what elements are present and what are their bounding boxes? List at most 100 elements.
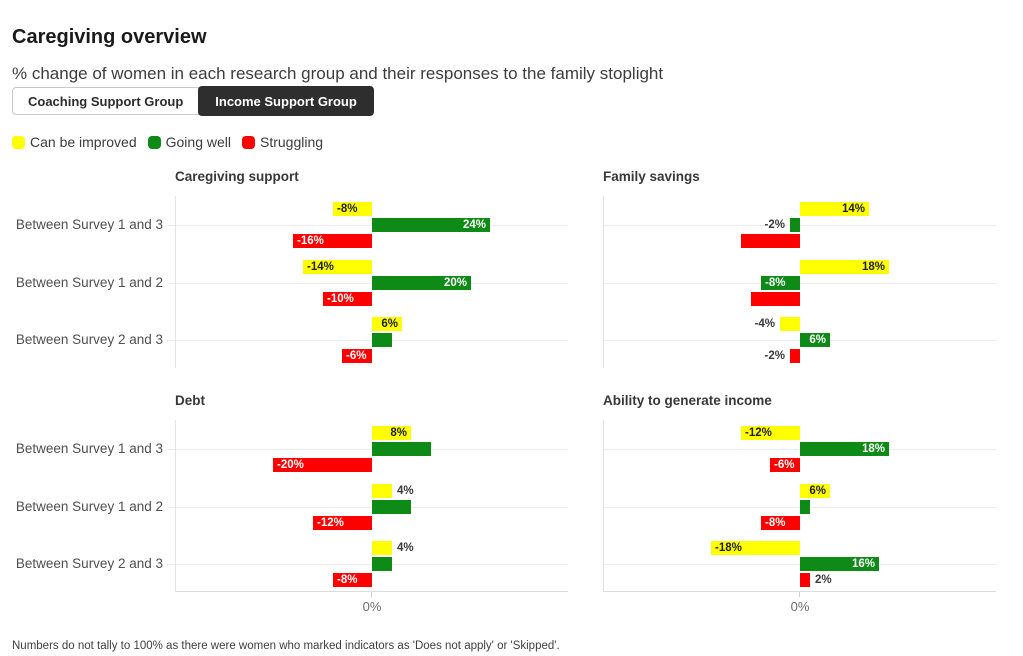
bar-going-well[interactable] [761,276,800,290]
bar-struggling[interactable] [800,573,810,587]
bar-label: 18% [861,261,885,273]
legend-item-struggling: Struggling [242,134,323,150]
chart-ability-to-generate-income: Ability to generate income -12% 6% -18% 18%… [603,393,996,635]
gridline [603,507,996,508]
bar-can-be-improved[interactable] [372,317,402,331]
bar-going-well[interactable] [372,442,431,456]
x-axis-line [175,591,568,592]
bar-label: 18% [861,443,885,455]
bar-label: -14% [307,261,334,273]
legend-item-can-be-improved: Can be improved [12,134,137,150]
bar-going-well[interactable] [790,218,800,232]
green-swatch-icon [147,135,161,149]
bar-struggling[interactable] [273,458,372,472]
bar-label: -6% [346,350,367,362]
zero-tick [371,592,372,597]
bar-can-be-improved[interactable] [372,541,392,555]
page-title: Caregiving overview [12,26,207,49]
zero-axis-label: 0% [362,599,382,614]
bar-struggling[interactable] [751,292,800,306]
y-axis-line [603,420,604,592]
bar-struggling[interactable] [790,349,800,363]
tab-income-support-group[interactable]: Income Support Group [198,86,374,116]
bar-struggling[interactable] [770,458,800,472]
gridline [603,564,996,565]
plot-area: -12% 6% -18% 18% 16% -6% -8% 2% 0% [603,420,996,614]
bar-struggling[interactable] [333,573,372,587]
bar-can-be-improved[interactable] [333,202,372,216]
bar-label: -10% [327,293,354,305]
bar-going-well[interactable] [372,276,471,290]
bar-label: 4% [397,542,414,554]
bar-label: -4% [754,318,775,330]
bar-label: -18% [715,542,742,554]
bar-struggling[interactable] [323,292,372,306]
bar-can-be-improved[interactable] [800,202,869,216]
gridline [167,507,568,508]
bar-label: 2% [815,574,832,586]
gridline [167,564,568,565]
bar-going-well[interactable] [372,218,490,232]
gridline [603,449,996,450]
bar-can-be-improved[interactable] [711,541,800,555]
tab-coaching-support-group[interactable]: Coaching Support Group [12,87,200,115]
bar-label: 6% [809,334,826,346]
bar-label: -8% [337,203,358,215]
bar-can-be-improved[interactable] [741,426,800,440]
bar-struggling[interactable] [761,516,800,530]
bar-can-be-improved[interactable] [800,260,889,274]
chart-title: Caregiving support [175,169,299,184]
bar-label: -2% [764,350,785,362]
zero-axis-label: 0% [790,599,810,614]
gridline [167,283,568,284]
bar-going-well[interactable] [800,333,830,347]
bar-label: -12% [317,517,344,529]
bar-going-well[interactable] [800,557,879,571]
y-axis-line [175,196,176,368]
legend: Can be improved Going well Struggling [12,134,323,150]
chart-debt: Debt 8% 4% 4% -20% -12% -8% 0% [167,393,568,635]
bar-can-be-improved[interactable] [372,426,411,440]
legend-label: Struggling [260,134,324,150]
bar-label: 24% [462,219,486,231]
bar-struggling[interactable] [741,234,800,248]
gridline [167,449,568,450]
bar-going-well[interactable] [800,442,889,456]
bar-label: 6% [381,318,398,330]
bar-going-well[interactable] [372,557,392,571]
bar-label: 8% [390,427,407,439]
bar-can-be-improved[interactable] [372,484,392,498]
category-label: Between Survey 1 and 3 [15,217,163,232]
bar-label: -2% [764,219,785,231]
legend-item-going-well: Going well [147,134,231,150]
footnote: Numbers do not tally to 100% as there we… [12,639,560,652]
category-label: Between Survey 2 and 3 [15,556,163,571]
bar-label: -8% [765,517,786,529]
plot-area: 8% 4% 4% -20% -12% -8% 0% [167,420,568,614]
bar-can-be-improved[interactable] [303,260,372,274]
bar-going-well[interactable] [372,333,392,347]
bar-struggling[interactable] [313,516,372,530]
bar-label: -8% [765,277,786,289]
bar-going-well[interactable] [800,500,810,514]
bar-struggling[interactable] [342,349,372,363]
y-axis-line [175,420,176,592]
gridline [167,225,568,226]
bar-label: -12% [745,427,772,439]
bar-can-be-improved[interactable] [780,317,800,331]
bar-label: 20% [443,277,467,289]
category-label: Between Survey 1 and 2 [15,499,163,514]
plot-area: -8% -14% 6% 24% 20% -16% -10% -6% [167,196,568,368]
bar-label: 4% [397,485,414,497]
legend-label: Going well [165,134,231,150]
category-label: Between Survey 2 and 3 [15,332,163,347]
legend-label: Can be improved [30,134,137,150]
bar-label: 6% [809,485,826,497]
plot-area: 14% 18% -4% -2% -8% 6% -2% [603,196,996,368]
chart-title: Debt [175,393,205,408]
bar-going-well[interactable] [372,500,411,514]
bar-can-be-improved[interactable] [800,484,830,498]
bar-struggling[interactable] [293,234,372,248]
gridline [167,340,568,341]
